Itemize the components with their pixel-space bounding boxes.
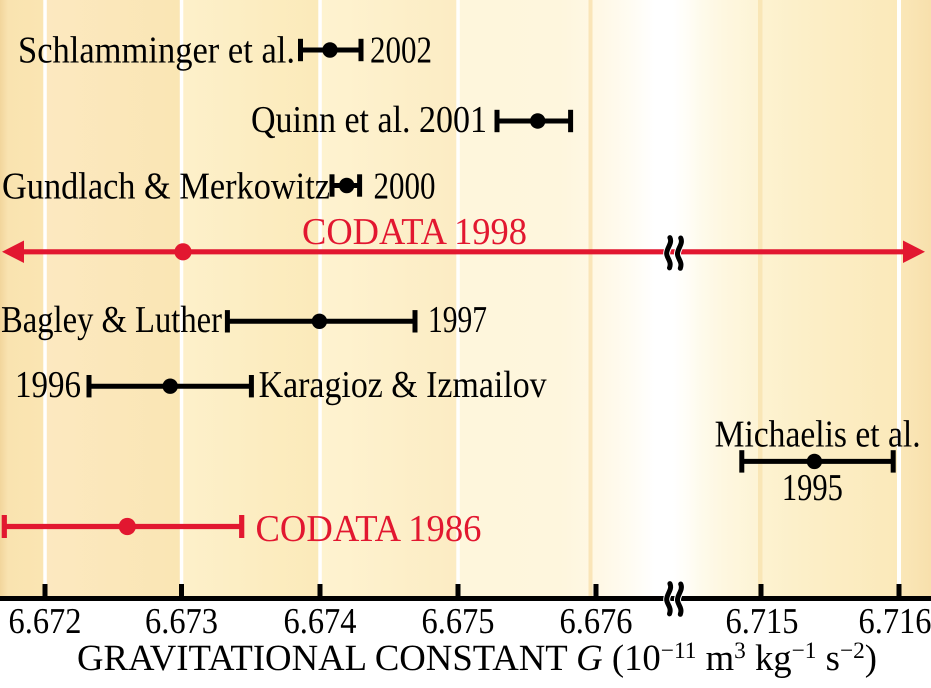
svg-text:2002: 2002 <box>370 30 432 72</box>
svg-text:Bagley & Luther: Bagley & Luther <box>1 299 222 341</box>
svg-text:1997: 1997 <box>428 299 487 341</box>
svg-text:6.673: 6.673 <box>145 600 218 641</box>
svg-text:6.675: 6.675 <box>422 600 495 641</box>
svg-text:1996: 1996 <box>15 364 81 406</box>
svg-text:Michaelis et al.: Michaelis et al. <box>715 414 921 456</box>
svg-text:6.674: 6.674 <box>284 600 357 641</box>
svg-text:6.672: 6.672 <box>9 600 82 641</box>
svg-text:GRAVITATIONAL CONSTANT G (10−1: GRAVITATIONAL CONSTANT G (10−11 m3 kg−1 … <box>77 638 877 679</box>
svg-text:6.715: 6.715 <box>726 600 799 641</box>
svg-text:2000: 2000 <box>374 166 436 208</box>
svg-text:CODATA 1998: CODATA 1998 <box>302 211 527 253</box>
svg-text:CODATA 1986: CODATA 1986 <box>256 508 482 550</box>
svg-text:Gundlach & Merkowitz: Gundlach & Merkowitz <box>2 166 330 208</box>
svg-text:Karagioz & Izmailov: Karagioz & Izmailov <box>259 364 547 406</box>
svg-text:Schlamminger et al.: Schlamminger et al. <box>18 30 295 72</box>
svg-text:1995: 1995 <box>782 467 843 509</box>
svg-text:6.716: 6.716 <box>859 600 931 641</box>
svg-text:6.676: 6.676 <box>560 600 633 641</box>
svg-text:Quinn et al. 2001: Quinn et al. 2001 <box>251 99 487 141</box>
